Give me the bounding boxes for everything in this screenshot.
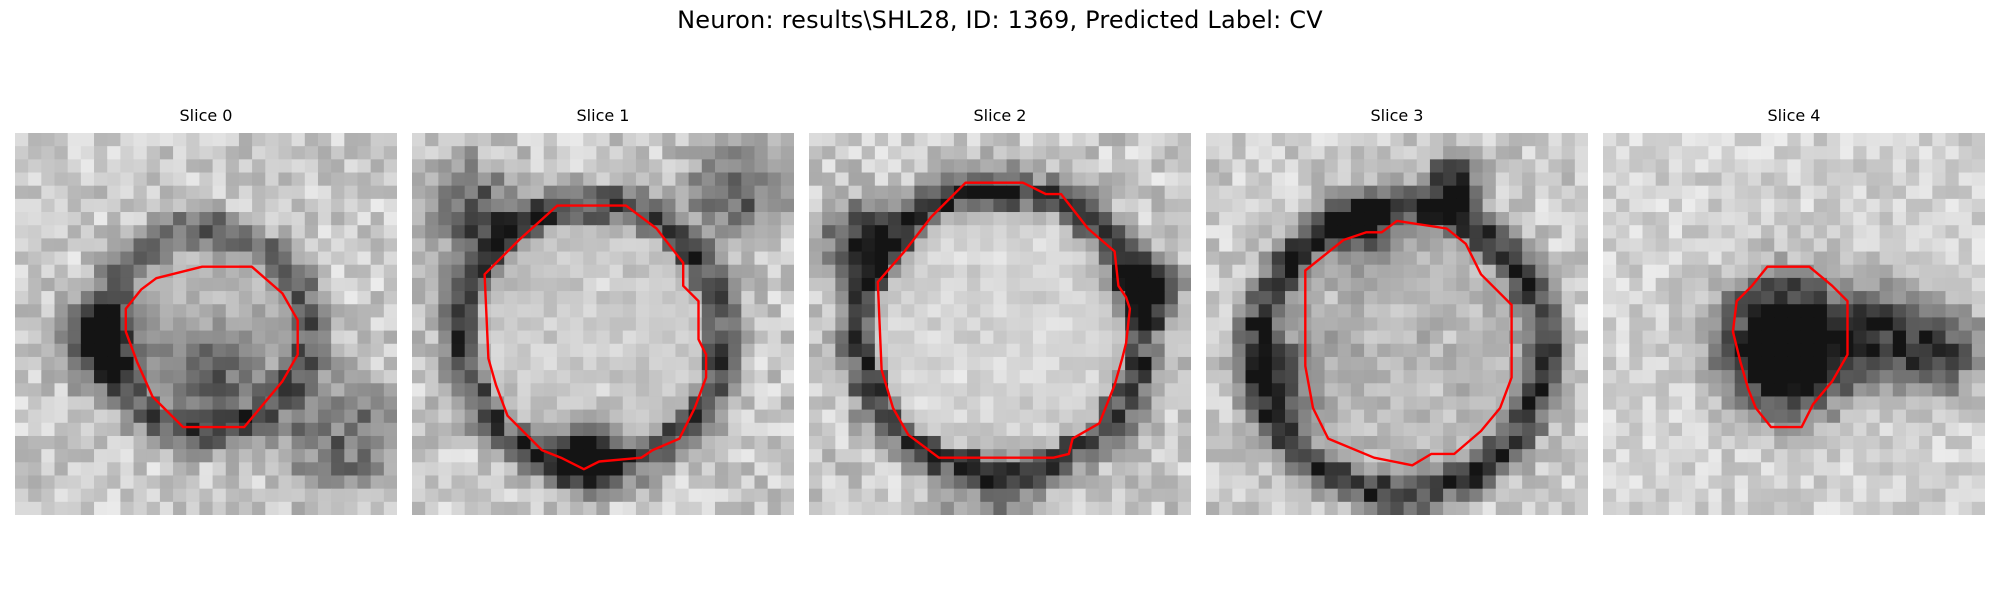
roi-contour-1	[483, 204, 708, 471]
slice-image-3	[1206, 133, 1588, 515]
slice-image-4	[1603, 133, 1985, 515]
figure-title: Neuron: results\SHL28, ID: 1369, Predict…	[677, 6, 1323, 34]
slice-title-0: Slice 0	[179, 106, 233, 125]
slice-title-2: Slice 2	[973, 106, 1027, 125]
slice-title-3: Slice 3	[1370, 106, 1424, 125]
slice-title-1: Slice 1	[576, 106, 630, 125]
slice-image-0	[15, 133, 397, 515]
slice-image-2	[809, 133, 1191, 515]
roi-contour-3	[1304, 219, 1513, 467]
roi-contour-2	[876, 181, 1132, 459]
roi-contour-4	[1731, 265, 1849, 429]
roi-contour-0	[124, 265, 299, 429]
slice-title-4: Slice 4	[1767, 106, 1821, 125]
slice-image-1	[412, 133, 794, 515]
